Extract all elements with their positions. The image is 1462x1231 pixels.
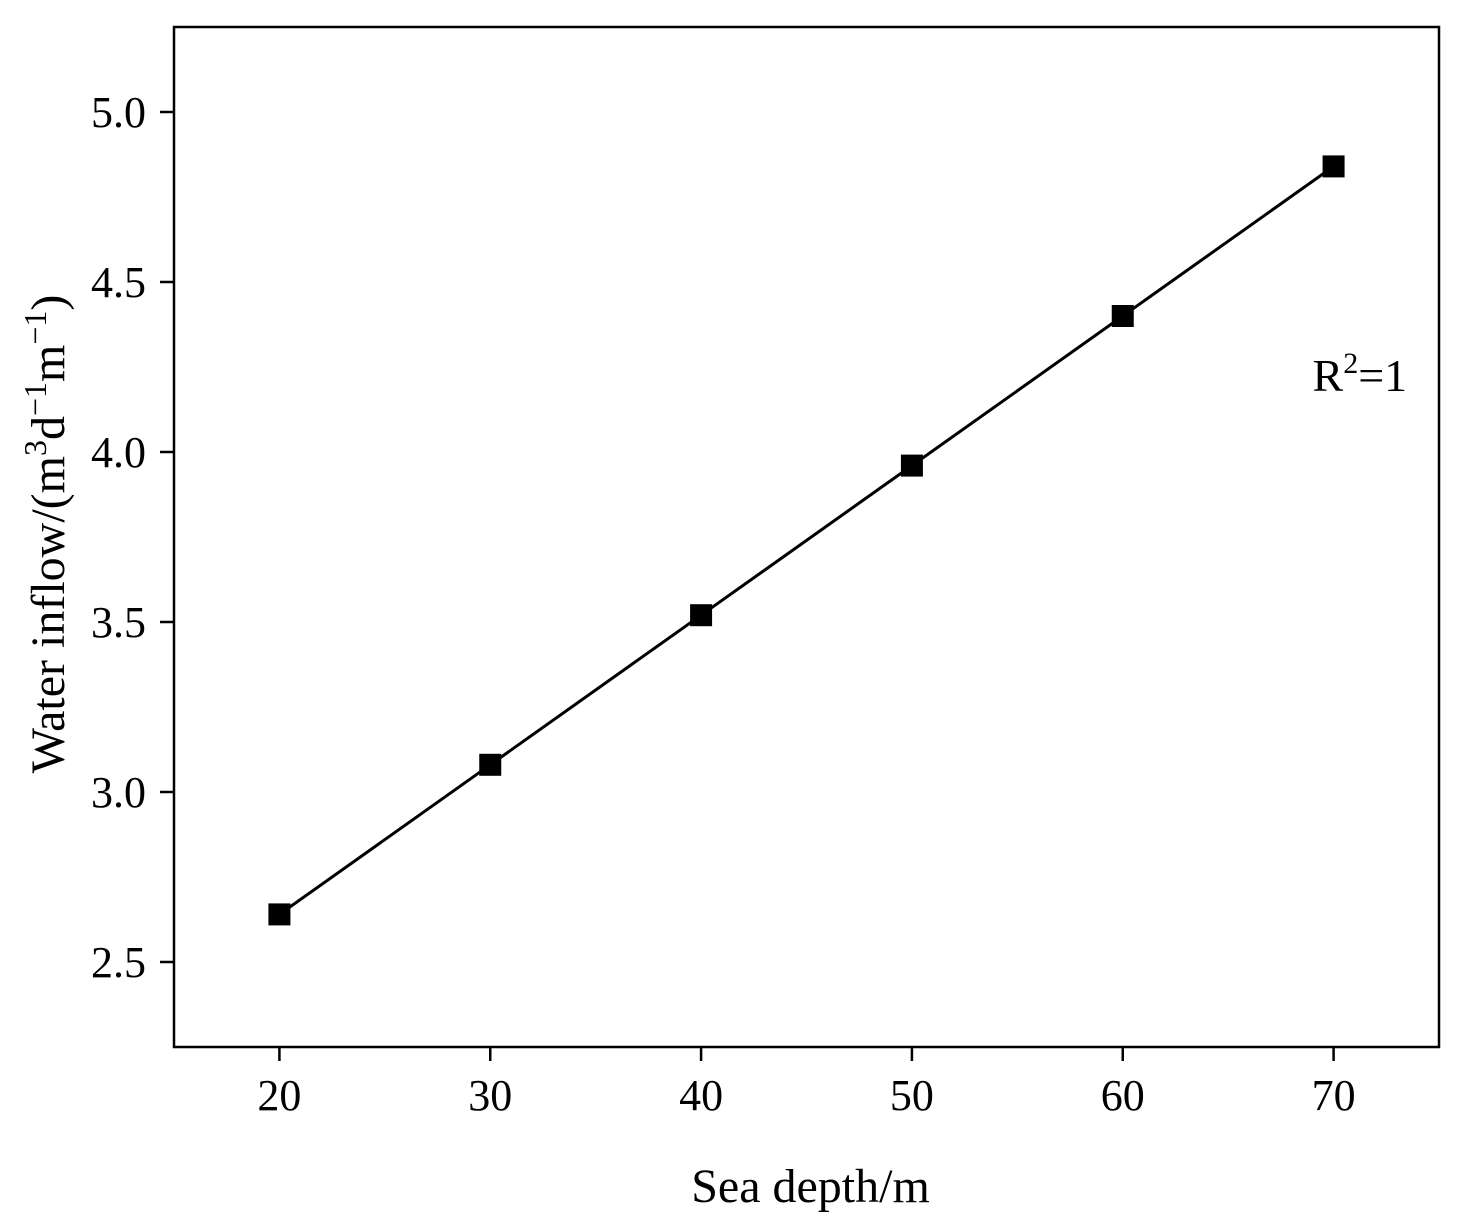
y-axis-title: Water inflow/(m3d−1m−1) bbox=[17, 295, 75, 774]
x-tick-label: 50 bbox=[890, 1071, 934, 1120]
data-series bbox=[268, 155, 1345, 926]
x-axis-title: Sea depth/m bbox=[691, 1160, 930, 1213]
data-point bbox=[1322, 155, 1345, 178]
axes: 20 30 40 50 60 70 2.5 3.0 3.5 4.0 4.5 5.0 Sea depth/… bbox=[17, 25, 1441, 1213]
x-tick-label: 30 bbox=[468, 1071, 512, 1120]
annotations: R2=1 bbox=[1313, 347, 1408, 401]
data-point bbox=[268, 903, 291, 926]
y-tick-label: 4.5 bbox=[91, 258, 146, 307]
x-tick-label: 70 bbox=[1312, 1071, 1356, 1120]
data-point bbox=[1111, 305, 1134, 327]
x-tick-label: 40 bbox=[679, 1071, 723, 1120]
y-tick-label: 5.0 bbox=[91, 88, 146, 137]
series-layer bbox=[268, 155, 1345, 926]
y-tick-label: 3.5 bbox=[91, 598, 146, 647]
y-tick-label: 4.0 bbox=[91, 428, 146, 477]
data-point bbox=[479, 753, 502, 776]
data-point bbox=[690, 604, 713, 627]
y-tick-label: 2.5 bbox=[91, 938, 146, 987]
x-tick-label: 20 bbox=[257, 1071, 301, 1120]
y-tick-label: 3.0 bbox=[91, 768, 146, 817]
data-point bbox=[900, 454, 923, 477]
series-line bbox=[278, 165, 1335, 916]
r-squared-annotation: R2=1 bbox=[1313, 347, 1408, 401]
plot-frame bbox=[172, 25, 1441, 1049]
x-tick-label: 60 bbox=[1101, 1071, 1145, 1120]
